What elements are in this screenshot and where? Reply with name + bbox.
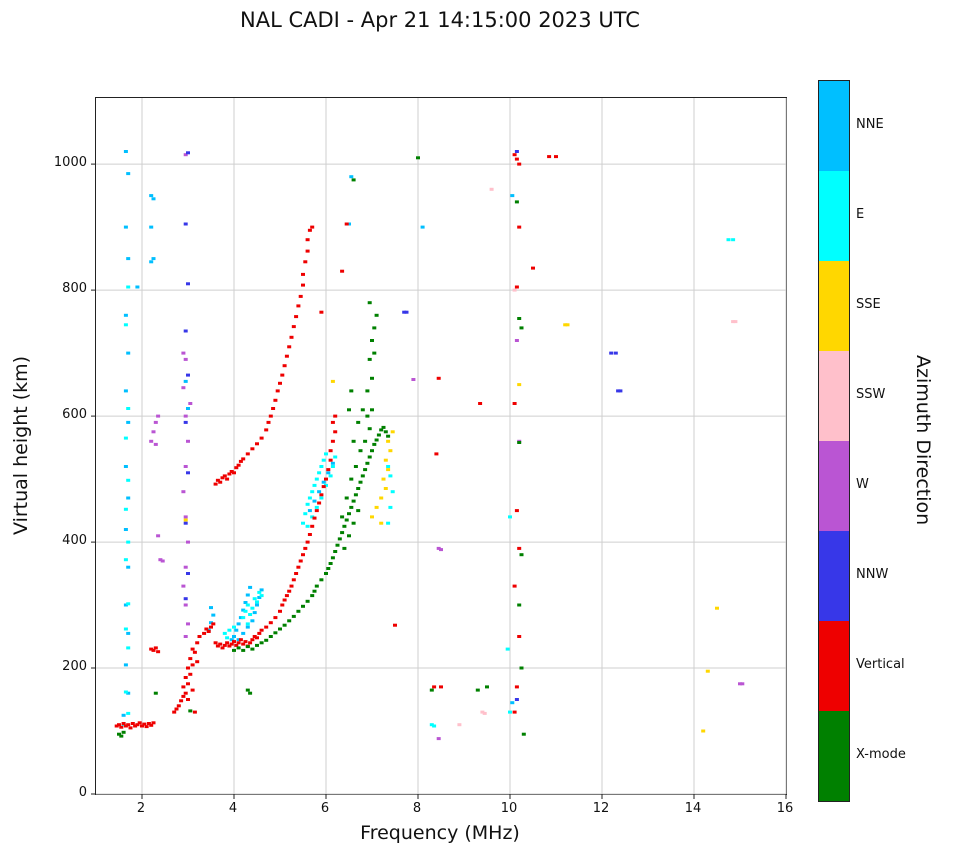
y-tick-label: 600: [62, 407, 87, 423]
x-tick-label: 10: [500, 801, 518, 816]
x-tick-label: 8: [412, 801, 422, 816]
x-tick-label: 16: [776, 801, 794, 816]
y-tick-label: 400: [62, 533, 87, 549]
colorbar: [818, 80, 850, 802]
colorbar-segment-nnw: [819, 531, 849, 621]
colorbar-segment-x-mode: [819, 711, 849, 801]
colorbar-entry-label: W: [856, 477, 869, 492]
y-tick-label: 0: [78, 785, 87, 800]
colorbar-segment-nne: [819, 81, 849, 171]
colorbar-entry-label: E: [856, 207, 865, 222]
colorbar-entry-label: X-mode: [856, 747, 906, 762]
x-tick-label: 6: [320, 801, 330, 816]
scatter-points: [91, 98, 787, 799]
x-tick-label: 12: [592, 801, 610, 816]
colorbar-entry-label: Vertical: [856, 657, 905, 672]
colorbar-title: Azimuth Direction: [912, 354, 934, 526]
x-tick-label: 14: [684, 801, 702, 816]
y-tick-label: 200: [62, 659, 87, 675]
colorbar-entry-label: SSE: [856, 297, 881, 312]
colorbar-segment-sse: [819, 261, 849, 351]
x-tick-label: 2: [136, 801, 146, 816]
colorbar-segment-e: [819, 171, 849, 261]
y-axis-label: Virtual height (km): [10, 355, 32, 535]
colorbar-segment-vertical: [819, 621, 849, 711]
colorbar-segment-w: [819, 441, 849, 531]
y-tick-label: 1000: [53, 155, 87, 171]
chart-title: NAL CADI - Apr 21 14:15:00 2023 UTC: [240, 8, 640, 32]
colorbar-entry-label: NNW: [856, 567, 889, 582]
y-tick-label: 800: [62, 281, 87, 297]
x-axis-label: Frequency (MHz): [360, 822, 520, 844]
x-tick-label: 4: [228, 801, 238, 816]
colorbar-entry-label: SSW: [856, 387, 886, 402]
plot-area: [91, 97, 787, 799]
colorbar-entry-label: NNE: [856, 117, 884, 132]
colorbar-segment-ssw: [819, 351, 849, 441]
